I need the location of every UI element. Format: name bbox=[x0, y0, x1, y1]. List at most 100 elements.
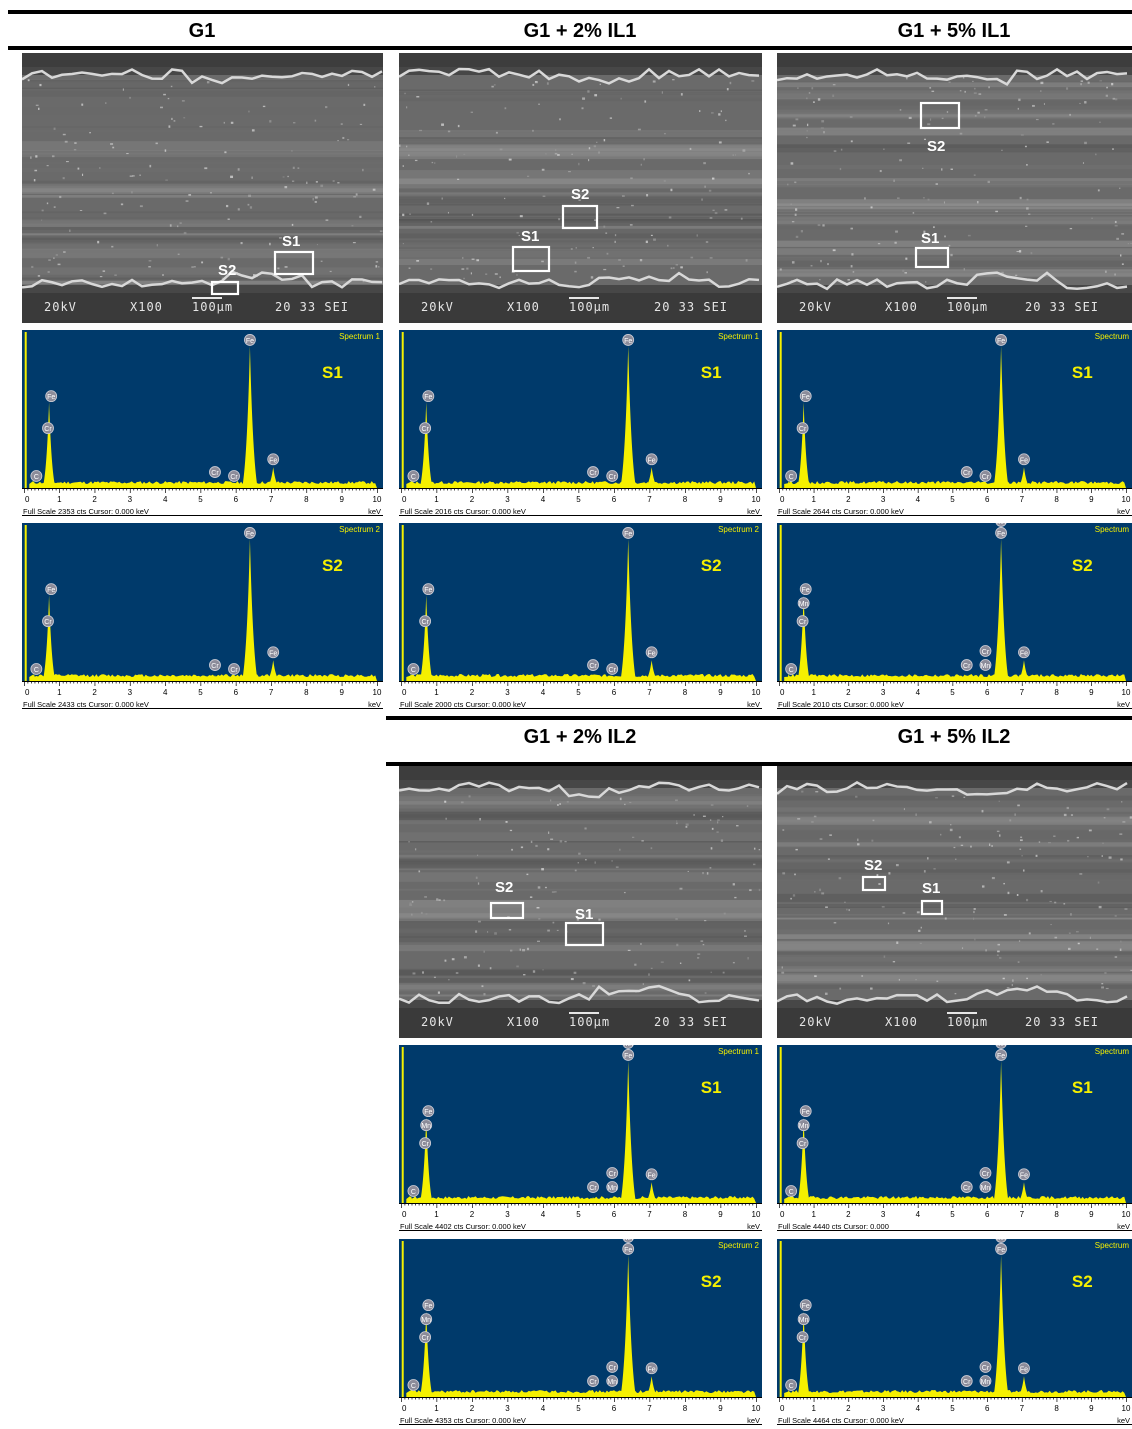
axis-tick-label: 0 bbox=[780, 495, 785, 504]
axis-tick-label: 2 bbox=[470, 1210, 475, 1219]
axis-tick-label: 6 bbox=[234, 688, 239, 697]
svg-text:Mn: Mn bbox=[799, 601, 809, 608]
spectrum-g1-2-il1-s1: C Fe Cr Fe Fe Cr Cr Spectrum 1 S1 0 1 2 3 4 5 6 7 8 9 10 keV… bbox=[399, 330, 762, 516]
svg-text:Cr: Cr bbox=[799, 426, 807, 433]
peak-label-fe: Fe bbox=[995, 1049, 1007, 1061]
axis-tick-label: 6 bbox=[985, 688, 990, 697]
axis-tick-label: 4 bbox=[916, 688, 921, 697]
sem-region-box bbox=[561, 204, 599, 230]
axis-tick-label: 4 bbox=[916, 1404, 921, 1413]
peak-label-cr: Cr bbox=[209, 659, 221, 671]
peak-label-cr: Cr bbox=[228, 663, 240, 675]
svg-text:Fe: Fe bbox=[997, 1247, 1005, 1254]
svg-text:Fe: Fe bbox=[997, 1053, 1005, 1060]
column-title-g1-5-il1: G1 + 5% IL1 bbox=[897, 20, 1011, 42]
axis-tick-label: 6 bbox=[234, 495, 239, 504]
axis-tick-label: 2 bbox=[92, 688, 97, 697]
axis-tick-label: 9 bbox=[718, 688, 723, 697]
peak-label-fe: Fe bbox=[45, 583, 58, 596]
svg-text:Cr: Cr bbox=[589, 1185, 597, 1192]
axis-tick-label: 8 bbox=[1054, 495, 1059, 504]
peak-label-cr: Cr bbox=[42, 615, 54, 628]
svg-text:Mn: Mn bbox=[996, 1045, 1006, 1048]
axis-tick-label: 2 bbox=[846, 1404, 851, 1413]
axis-tick-label: 0 bbox=[25, 495, 30, 504]
spectrum-g1-5-il1-s1: C Fe Cr Fe Fe Cr Cr Spectrum S1 0 1 2 3 4 5 6 7 8 9 10 keV Fu… bbox=[777, 330, 1132, 516]
peak-label-cr: Cr bbox=[419, 1331, 432, 1344]
sem-region-box bbox=[489, 901, 525, 920]
sem-id-label: 20 33 SEI bbox=[654, 300, 728, 314]
axis-tick-label: 7 bbox=[269, 495, 274, 504]
peak-label-cr: Cr bbox=[587, 466, 599, 478]
peak-label-c: C bbox=[785, 1185, 798, 1197]
axis-unit-label: keV bbox=[1117, 700, 1130, 709]
peak-label-fe: Fe bbox=[422, 1299, 435, 1312]
sem-region-label: S1 bbox=[921, 230, 939, 247]
svg-text:Cr: Cr bbox=[589, 663, 597, 670]
axis-tick-label: 5 bbox=[576, 495, 581, 504]
peak-label-cr: Cr bbox=[42, 422, 54, 435]
lower-header-rule bbox=[386, 762, 1132, 766]
axis-tick-label: 1 bbox=[811, 1210, 816, 1219]
peak-label-mn: Mn bbox=[622, 1239, 634, 1243]
peak-label-fe: Fe bbox=[799, 1105, 812, 1118]
svg-text:Cr: Cr bbox=[799, 1141, 807, 1148]
peak-label-cr: Cr bbox=[419, 1137, 432, 1150]
axis-tick-label: 9 bbox=[339, 688, 344, 697]
sem-scale-bar bbox=[192, 297, 222, 299]
spectrum-site-label: S2 bbox=[701, 556, 722, 575]
axis-tick-label: 10 bbox=[1122, 1404, 1131, 1413]
peak-label-fe: Fe bbox=[645, 1168, 658, 1181]
axis-tick-label: 6 bbox=[612, 495, 617, 504]
svg-text:Mn: Mn bbox=[607, 1185, 617, 1192]
full-scale-label: Full Scale 4402 cts Cursor: 0.000 keV bbox=[400, 1222, 526, 1231]
peak-label-c: C bbox=[407, 663, 420, 675]
svg-text:Mn: Mn bbox=[981, 1379, 991, 1386]
svg-text:Fe: Fe bbox=[802, 1303, 810, 1310]
peak-label-c: C bbox=[30, 663, 43, 675]
svg-text:Fe: Fe bbox=[269, 650, 277, 657]
sem-magnification-label: X100 bbox=[130, 300, 163, 314]
svg-text:Fe: Fe bbox=[424, 1109, 432, 1116]
sem-magnification-label: X100 bbox=[885, 1015, 918, 1029]
peak-label-fe: Fe bbox=[645, 646, 658, 659]
peak-label-mn: Mn bbox=[797, 1313, 810, 1326]
svg-text:C: C bbox=[411, 1189, 416, 1196]
peak-label-c: C bbox=[785, 470, 798, 482]
peak-label-cr: Cr bbox=[960, 1181, 973, 1193]
svg-text:Cr: Cr bbox=[230, 667, 238, 674]
lower-top-rule bbox=[386, 716, 1132, 720]
svg-text:C: C bbox=[789, 1383, 794, 1390]
sem-magnification-label: X100 bbox=[507, 300, 540, 314]
peak-label-mn: Mn bbox=[420, 1313, 433, 1326]
peak-label-fe: Fe bbox=[45, 390, 58, 403]
axis-tick-label: 4 bbox=[541, 495, 546, 504]
peak-label-fe: Fe bbox=[267, 646, 280, 659]
axis-tick-label: 3 bbox=[881, 688, 886, 697]
axis-tick-label: 10 bbox=[752, 495, 761, 504]
spectrum-g1-2-il1-s2: C Fe Cr Fe Fe Cr Cr Spectrum 2 S2 0 1 2 3 4 5 6 7 8 9 10 keV… bbox=[399, 523, 762, 709]
svg-text:C: C bbox=[34, 667, 39, 674]
axis-tick-label: 8 bbox=[304, 495, 309, 504]
sem-id-label: 20 33 SEI bbox=[1025, 300, 1099, 314]
axis-tick-label: 10 bbox=[1122, 495, 1131, 504]
axis-tick-label: 10 bbox=[752, 1210, 761, 1219]
axis-tick-label: 6 bbox=[612, 1210, 617, 1219]
sem-scale-bar bbox=[569, 297, 599, 299]
axis-tick-label: 10 bbox=[373, 688, 382, 697]
svg-text:Mn: Mn bbox=[421, 1317, 431, 1324]
peak-label-fe: Fe bbox=[244, 527, 256, 539]
sem-region-label: S2 bbox=[864, 857, 882, 874]
axis-tick-label: 10 bbox=[752, 688, 761, 697]
full-scale-label: Full Scale 4440 cts Cursor: 0.000 bbox=[778, 1222, 889, 1231]
axis-tick-label: 0 bbox=[25, 688, 30, 697]
spectrum-site-label: S1 bbox=[701, 363, 722, 382]
peak-label-c: C bbox=[30, 470, 43, 482]
svg-text:Fe: Fe bbox=[47, 587, 55, 594]
peak-label-cr: Cr bbox=[209, 466, 221, 478]
sem-id-label: 20 33 SEI bbox=[275, 300, 349, 314]
svg-text:Fe: Fe bbox=[47, 394, 55, 401]
peak-label-cr: Cr bbox=[606, 1361, 619, 1373]
peak-label-fe: Fe bbox=[622, 527, 635, 539]
axis-tick-label: 6 bbox=[985, 1210, 990, 1219]
